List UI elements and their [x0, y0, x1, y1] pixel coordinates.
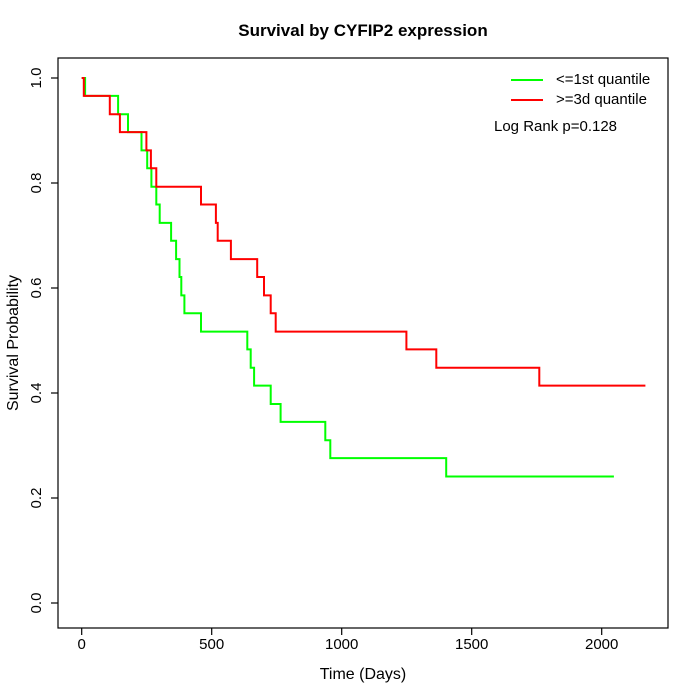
y-axis-title: Survival Probability	[5, 274, 22, 412]
y-tick-label: 0.0	[28, 593, 45, 614]
x-axis-title: Time (Days)	[319, 666, 407, 683]
legend-label-first-quantile: <=1st quantile	[556, 71, 651, 88]
x-tick-label: 500	[199, 636, 224, 653]
x-tick-label: 2000	[585, 636, 618, 653]
log-rank-annotation: Log Rank p=0.128	[494, 118, 618, 135]
plot-box	[57, 57, 669, 629]
y-tick-label: 0.6	[28, 278, 45, 299]
chart-title: Survival by CYFIP2 expression	[238, 21, 488, 40]
km-curve-third-quantile	[81, 77, 646, 387]
x-tick-label: 1000	[325, 636, 358, 653]
y-tick-label: 1.0	[28, 68, 45, 89]
y-tick-label: 0.8	[28, 173, 45, 194]
x-tick-label: 0	[78, 636, 86, 653]
y-tick-label: 0.2	[28, 488, 45, 509]
km-curve-first-quantile	[81, 77, 614, 478]
x-tick-label: 1500	[455, 636, 488, 653]
y-tick-label: 0.4	[28, 383, 45, 404]
legend-label-third-quantile: >=3d quantile	[556, 91, 647, 108]
